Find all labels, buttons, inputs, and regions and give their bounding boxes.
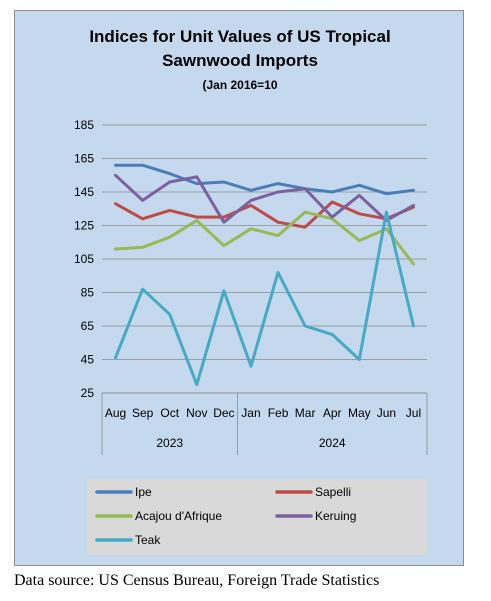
y-tick-label: 185 (74, 118, 94, 132)
legend-label-acajou-d-afrique: Acajou d'Afrique (135, 509, 222, 523)
year-group-label: 2024 (319, 436, 346, 450)
legend-label-sapelli: Sapelli (315, 485, 351, 499)
legend-label-ipe: Ipe (135, 485, 152, 499)
year-group-label: 2023 (156, 436, 183, 450)
line-chart: Indices for Unit Values of US Tropical S… (74, 27, 428, 555)
chart-frame: Indices for Unit Values of US Tropical S… (14, 10, 464, 566)
x-tick-label: Jun (377, 406, 396, 420)
x-tick-label: Sep (132, 406, 154, 420)
data-source-note: Data source: US Census Bureau, Foreign T… (14, 572, 380, 589)
x-tick-label: Dec (213, 406, 234, 420)
x-tick-label: Apr (323, 406, 342, 420)
legend-label-teak: Teak (135, 533, 161, 547)
x-tick-label: Aug (105, 406, 126, 420)
series-line-ipe (114, 163, 415, 196)
y-tick-label: 145 (74, 185, 94, 199)
chart-title-line-1: Indices for Unit Values of US Tropical (89, 27, 390, 46)
x-tick-label: May (348, 406, 371, 420)
x-tick-label: Jul (406, 406, 421, 420)
legend-box (87, 479, 427, 555)
chart-subtitle: (Jan 2016=10 (202, 78, 277, 92)
x-tick-label: Nov (186, 406, 207, 420)
x-tick-label: Feb (268, 406, 289, 420)
y-tick-label: 85 (81, 286, 95, 300)
y-tick-label: 65 (81, 319, 95, 333)
chart-title-line-2: Sawnwood Imports (162, 51, 318, 70)
series-line-acajou-d-afrique (114, 210, 415, 266)
y-tick-label: 105 (74, 252, 94, 266)
x-tick-label: Oct (160, 406, 179, 420)
x-tick-label: Mar (295, 406, 316, 420)
y-tick-label: 125 (74, 219, 94, 233)
x-tick-label: Jan (241, 406, 260, 420)
y-tick-label: 165 (74, 152, 94, 166)
series-line-sapelli (114, 200, 415, 229)
legend-label-keruing: Keruing (315, 509, 356, 523)
series-line-keruing (114, 173, 415, 224)
y-tick-label: 25 (81, 386, 95, 400)
y-tick-label: 45 (81, 353, 95, 367)
series-line-teak (114, 210, 415, 387)
